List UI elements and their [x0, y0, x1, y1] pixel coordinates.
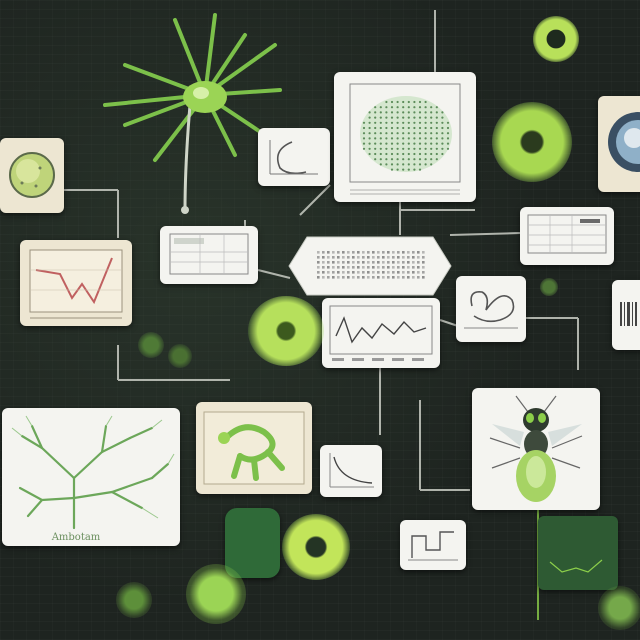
branching-tree-icon: Ambotam — [11, 415, 175, 543]
cell-bubble-icon — [248, 296, 324, 366]
cell-bubble-icon — [186, 564, 246, 624]
cell-bubble-icon — [168, 344, 192, 368]
wave-chart-card[interactable] — [322, 298, 440, 368]
swirl-diagram-icon — [464, 290, 518, 329]
dot-grid-card[interactable] — [334, 72, 476, 202]
cell-bubble-icon — [282, 514, 350, 580]
green-panel-right[interactable] — [538, 516, 618, 590]
insect-card[interactable] — [472, 388, 600, 510]
branching-tree-card[interactable]: Ambotam — [2, 408, 180, 546]
grid-panel-card[interactable] — [160, 226, 258, 284]
grid-panel-icon — [169, 233, 249, 275]
step-chart-card[interactable] — [400, 520, 466, 570]
neuron-organism-icon — [103, 13, 282, 214]
table-chart-icon — [527, 214, 607, 254]
curve-chart-card[interactable] — [258, 128, 330, 186]
table-chart-card[interactable] — [520, 207, 614, 265]
cell-bubble-icon — [116, 582, 152, 618]
lens-cell-card[interactable] — [598, 96, 640, 192]
insect-icon — [489, 395, 583, 502]
hub-dot-grid-icon — [317, 251, 425, 279]
cell-bubble-icon — [540, 278, 558, 296]
green-panel-left[interactable] — [225, 508, 280, 578]
tree-caption: Ambotam — [51, 532, 101, 543]
cell-bubble-card[interactable] — [0, 138, 64, 213]
cell-bubble-icon — [138, 332, 164, 358]
cell-bubble-icon — [9, 152, 55, 198]
decay-chart-card[interactable] — [320, 445, 382, 497]
wave-chart-icon — [329, 305, 433, 361]
step-chart-icon — [408, 531, 458, 561]
dot-grid-chart-icon — [349, 83, 461, 195]
center-hub-card[interactable] — [287, 233, 453, 299]
cell-bubble-icon — [533, 16, 579, 62]
swirl-diagram-card[interactable] — [456, 276, 526, 342]
barcode-card[interactable] — [612, 280, 640, 350]
barcode-icon — [620, 302, 637, 326]
line-chart-card[interactable] — [20, 240, 132, 326]
curve-chart-icon — [269, 140, 318, 175]
cell-bubble-icon — [492, 102, 572, 182]
line-chart-icon — [29, 249, 123, 319]
microorganism-card[interactable] — [196, 402, 312, 494]
decay-chart-icon — [329, 453, 374, 488]
green-panel-chart-icon — [549, 559, 603, 573]
microorganism-icon — [203, 411, 305, 485]
cell-bubble-icon — [598, 586, 640, 630]
lens-cell-icon — [608, 112, 640, 172]
